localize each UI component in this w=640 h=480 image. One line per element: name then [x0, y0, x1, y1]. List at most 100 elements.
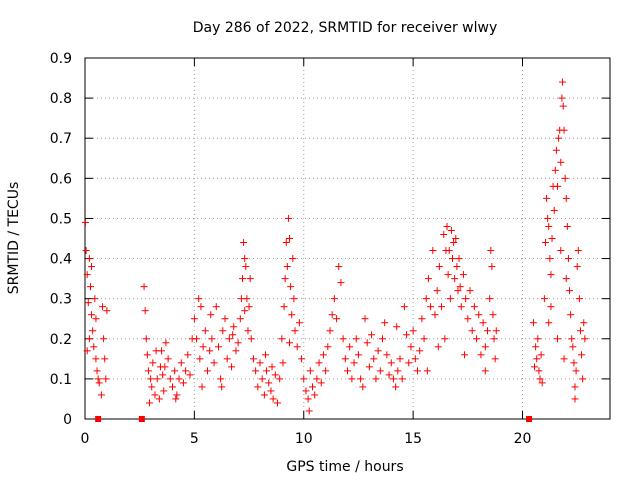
data-point: [574, 247, 582, 255]
y-tick-label: 0.7: [50, 131, 72, 147]
data-point: [341, 355, 349, 363]
data-point: [196, 355, 204, 363]
data-point: [566, 287, 574, 295]
data-point: [416, 347, 424, 355]
data-point: [540, 295, 548, 303]
y-tick-label: 0.2: [50, 332, 72, 348]
data-point: [94, 375, 102, 383]
data-point: [261, 351, 269, 359]
data-point: [92, 355, 100, 363]
data-point: [256, 359, 264, 367]
data-point: [567, 311, 575, 319]
data-point: [531, 363, 539, 371]
data-point: [543, 194, 551, 202]
y-tick-label: 0.5: [50, 211, 72, 227]
data-point: [258, 375, 266, 383]
data-point: [241, 255, 249, 263]
data-point: [579, 375, 587, 383]
data-point: [305, 407, 313, 415]
data-point: [254, 383, 262, 391]
data-point: [405, 359, 413, 367]
data-point: [326, 327, 334, 335]
data-point: [240, 239, 248, 247]
data-point: [201, 327, 209, 335]
data-point: [450, 239, 458, 247]
data-point: [424, 275, 432, 283]
data-point: [141, 307, 149, 315]
data-point: [333, 315, 341, 323]
data-point: [146, 399, 154, 407]
data-point: [151, 391, 159, 399]
data-point: [459, 271, 467, 279]
data-point: [140, 283, 148, 291]
data-point: [443, 222, 451, 230]
data-point: [550, 206, 558, 214]
data-point: [414, 367, 421, 375]
data-point: [422, 295, 430, 303]
y-tick-label: 0: [63, 412, 72, 428]
data-point: [352, 335, 360, 343]
data-point: [547, 303, 555, 311]
data-point: [243, 295, 251, 303]
y-tick-label: 0.6: [50, 171, 72, 187]
data-point: [381, 319, 389, 327]
data-point: [461, 351, 469, 359]
data-point: [335, 263, 343, 271]
data-point: [563, 222, 571, 230]
data-point: [560, 126, 568, 134]
data-point: [328, 311, 336, 319]
data-point: [282, 239, 290, 247]
data-point: [486, 295, 494, 303]
data-point: [552, 146, 560, 154]
data-point: [274, 399, 281, 407]
data-point: [423, 367, 431, 375]
data-point: [536, 375, 544, 383]
data-point: [218, 383, 226, 391]
data-point: [396, 355, 404, 363]
data-point: [225, 335, 233, 343]
data-point: [350, 359, 358, 367]
data-point: [186, 371, 194, 379]
data-point: [206, 347, 214, 355]
data-point: [99, 303, 106, 311]
data-point: [313, 375, 321, 383]
data-point: [575, 295, 583, 303]
data-point: [403, 331, 411, 339]
data-point: [171, 367, 179, 375]
data-point: [291, 327, 299, 335]
data-point: [470, 303, 478, 311]
data-point: [223, 355, 231, 363]
data-point: [370, 355, 378, 363]
data-point: [374, 347, 382, 355]
data-point: [479, 319, 487, 327]
data-point: [435, 263, 443, 271]
y-tick-label: 0.1: [50, 372, 72, 388]
data-point: [199, 343, 207, 351]
data-point: [195, 295, 203, 303]
data-point: [418, 315, 426, 323]
data-point: [182, 367, 190, 375]
data-point: [210, 359, 218, 367]
data-point: [236, 315, 244, 323]
data-point: [160, 387, 168, 395]
data-point: [246, 275, 254, 283]
data-point: [324, 343, 332, 351]
data-point: [484, 327, 491, 335]
data-point: [207, 311, 215, 319]
data-point: [95, 379, 103, 387]
data-point: [269, 395, 277, 403]
data-point: [91, 295, 99, 303]
data-point: [398, 375, 406, 383]
data-point: [177, 359, 185, 367]
data-point: [83, 271, 91, 279]
axis-ticks: 0 0.1 0.2 0.3 0.4 0.5 0.6 0.7 0.8 0.9 0 5 10 15 20: [50, 51, 610, 447]
data-point: [304, 395, 312, 403]
data-point: [533, 355, 541, 363]
baseline-marker: [138, 416, 145, 422]
data-point: [392, 383, 400, 391]
data-point: [287, 283, 295, 291]
data-point: [475, 311, 483, 319]
data-point: [330, 295, 338, 303]
data-point: [361, 315, 369, 323]
